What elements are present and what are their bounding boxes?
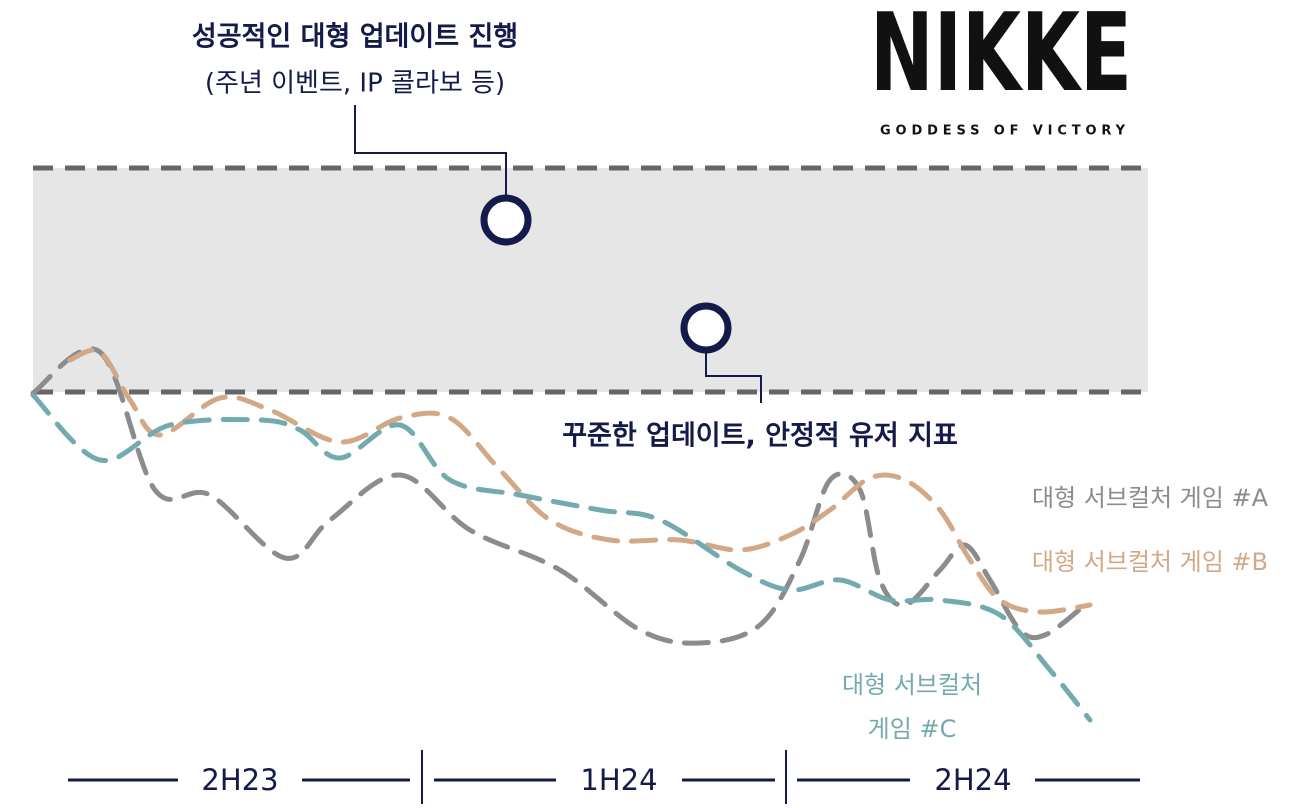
logo-tagline: GODDESS OF VICTORY <box>880 124 1126 139</box>
period: 2H24 <box>934 763 1011 797</box>
timeline <box>68 750 1140 804</box>
marker-top <box>480 194 532 246</box>
leader-top <box>354 105 507 198</box>
logo: NIKKE <box>870 0 1132 116</box>
band-label: 꾸준한 업데이트, 안정적 유저 지표 <box>562 421 958 452</box>
title: 성공적인 대형 업데이트 진행 <box>192 22 518 53</box>
legend-c: 대형 서브컬처 <box>842 671 982 699</box>
legend-b: 대형 서브컬처 게임 #B <box>1032 548 1268 576</box>
period: 1H24 <box>580 763 657 797</box>
period: 2H23 <box>201 763 278 797</box>
legend-c: 게임 #C <box>868 715 957 743</box>
legend-a: 대형 서브컬처 게임 #A <box>1032 484 1269 512</box>
line-b <box>67 347 1093 615</box>
subtitle: (주년 이벤트, IP 콜라보 등) <box>205 69 505 99</box>
curves <box>30 346 1093 723</box>
line-c <box>30 392 1093 723</box>
band <box>33 168 1148 392</box>
marker-bottom <box>680 302 732 354</box>
leader-bottom <box>705 350 762 403</box>
